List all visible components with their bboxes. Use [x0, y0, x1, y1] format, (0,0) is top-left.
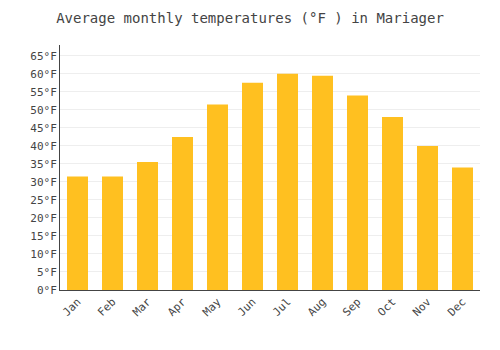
svg-text:Mar: Mar [130, 295, 154, 319]
svg-text:35°F: 35°F [30, 158, 57, 171]
svg-text:5°F: 5°F [37, 266, 57, 279]
svg-text:50°F: 50°F [30, 104, 57, 117]
svg-text:Jan: Jan [60, 296, 83, 319]
svg-text:Oct: Oct [375, 296, 398, 319]
svg-text:Nov: Nov [410, 295, 434, 319]
svg-text:Apr: Apr [165, 295, 189, 319]
svg-text:60°F: 60°F [30, 68, 57, 81]
svg-text:Average monthly temperatures (: Average monthly temperatures (°F ) in Ma… [56, 10, 444, 26]
svg-text:45°F: 45°F [30, 122, 57, 135]
svg-text:Sep: Sep [340, 296, 363, 319]
svg-text:Aug: Aug [305, 296, 328, 319]
svg-text:30°F: 30°F [30, 176, 57, 189]
svg-text:Dec: Dec [445, 296, 468, 319]
svg-text:55°F: 55°F [30, 86, 57, 99]
svg-text:0°F: 0°F [37, 284, 57, 297]
svg-text:25°F: 25°F [30, 194, 57, 207]
svg-text:Jul: Jul [270, 296, 293, 319]
svg-text:20°F: 20°F [30, 212, 57, 225]
svg-text:Jun: Jun [235, 296, 258, 319]
svg-text:65°F: 65°F [30, 50, 57, 63]
svg-text:10°F: 10°F [30, 248, 57, 261]
svg-text:15°F: 15°F [30, 230, 57, 243]
svg-text:May: May [200, 295, 224, 319]
svg-text:Feb: Feb [95, 296, 118, 319]
svg-text:40°F: 40°F [30, 140, 57, 153]
